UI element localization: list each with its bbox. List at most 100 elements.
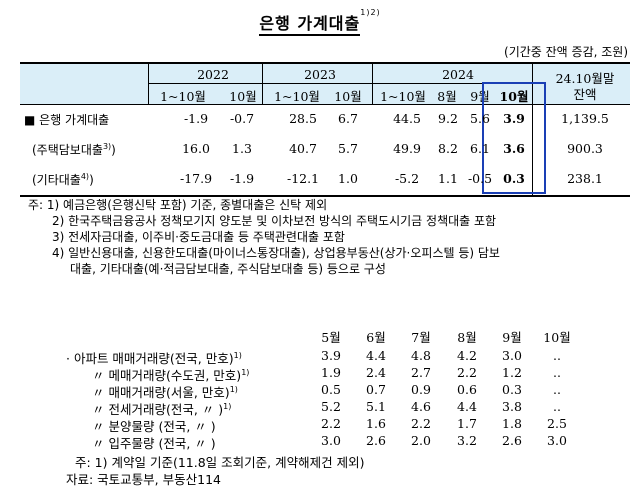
cell: 9.2 bbox=[438, 111, 458, 126]
cell: 4.4 bbox=[457, 399, 477, 414]
row-label-other: (기타대출4)) bbox=[32, 172, 94, 187]
sub-header: 9월 bbox=[470, 89, 490, 104]
cell: 0.7 bbox=[366, 382, 386, 397]
cell: 40.7 bbox=[289, 141, 317, 156]
cell: 1.9 bbox=[321, 365, 341, 380]
cell: 4.4 bbox=[366, 348, 386, 363]
cell: 238.1 bbox=[567, 171, 603, 186]
cell: .. bbox=[553, 382, 561, 397]
cell-highlight: 3.6 bbox=[503, 141, 525, 156]
unit-label: (기간중 잔액 증감, 조원) bbox=[504, 45, 628, 59]
title-footnote: 1)2) bbox=[360, 8, 381, 17]
cell: 2.4 bbox=[366, 365, 386, 380]
col-divider bbox=[532, 64, 533, 195]
cell: 3.9 bbox=[321, 348, 341, 363]
year-2022: 2022 bbox=[197, 67, 229, 82]
highlight-box bbox=[482, 82, 546, 194]
cell: 0.6 bbox=[457, 382, 477, 397]
row-label-mortgage: (주택담보대출3)) bbox=[32, 142, 116, 157]
cell: 3.8 bbox=[502, 399, 522, 414]
cell: 0.9 bbox=[411, 382, 431, 397]
cell: 0.3 bbox=[502, 382, 522, 397]
cell-highlight: 3.9 bbox=[503, 111, 525, 126]
col-divider bbox=[148, 64, 149, 104]
cell: -0.7 bbox=[229, 111, 255, 126]
cell: 1.2 bbox=[502, 365, 522, 380]
col-divider bbox=[372, 64, 373, 104]
cell: 1,139.5 bbox=[561, 111, 609, 126]
cell: -0.5 bbox=[467, 171, 493, 186]
month-header: 5월 bbox=[321, 330, 341, 345]
table-header-background bbox=[20, 64, 630, 105]
cell: 2.2 bbox=[411, 416, 431, 431]
cell: 900.3 bbox=[567, 141, 603, 156]
housing-row-label: 〃 입주물량 (전국, 〃 ) bbox=[92, 436, 216, 451]
housing-row-label: 〃 매매거래량(서울, 만호)1) bbox=[92, 384, 238, 400]
month-header: 8월 bbox=[457, 330, 477, 345]
last-col-header-2: 잔액 bbox=[573, 87, 597, 102]
month-header: 10월 bbox=[543, 330, 571, 345]
cell-highlight: 0.3 bbox=[503, 171, 525, 186]
cell: 2.5 bbox=[547, 416, 567, 431]
cell: 1.1 bbox=[438, 171, 458, 186]
footnote-4: 4) 일반신용대출, 신용한도대출(마이너스통장대출), 상업용부동산(상가·오… bbox=[52, 246, 500, 260]
cell: 2.0 bbox=[411, 433, 431, 448]
sub-header: 10월 bbox=[334, 89, 362, 104]
sub-header: 1~10월 bbox=[160, 89, 206, 104]
cell: 3.0 bbox=[321, 433, 341, 448]
cell: 4.6 bbox=[411, 399, 431, 414]
sub-header: 1~10월 bbox=[380, 89, 426, 104]
cell: 5.6 bbox=[470, 111, 490, 126]
cell: 6.1 bbox=[470, 141, 490, 156]
cell: -1.9 bbox=[183, 111, 209, 126]
cell: 49.9 bbox=[393, 141, 421, 156]
cell: 2.2 bbox=[321, 416, 341, 431]
cell: 8.2 bbox=[438, 141, 458, 156]
cell: 4.8 bbox=[411, 348, 431, 363]
housing-footnote: 주: 1) 계약일 기준(11.8일 조회기준, 계약해제건 제외) bbox=[75, 455, 365, 470]
cell: 3.0 bbox=[547, 433, 567, 448]
cell: 6.7 bbox=[338, 111, 358, 126]
housing-row-label: 〃 분양물량 (전국, 〃 ) bbox=[92, 419, 216, 434]
cell: 2.6 bbox=[366, 433, 386, 448]
year-2024: 2024 bbox=[442, 67, 474, 82]
footnote-1: 주: 1) 예금은행(은행신탁 포함) 기준, 종별대출은 신탁 제외 bbox=[28, 198, 328, 212]
cell: 16.0 bbox=[182, 141, 210, 156]
row-label-total: ■ 은행 가계대출 bbox=[24, 113, 110, 127]
housing-row-label: · 아파트 매매거래량(전국, 만호)1) bbox=[66, 350, 242, 366]
last-col-header-1: 24.10월말 bbox=[555, 71, 615, 86]
cell: -12.1 bbox=[286, 171, 320, 186]
sub-header: 8월 bbox=[437, 89, 457, 104]
cell: 1.0 bbox=[338, 171, 358, 186]
cell: 3.2 bbox=[457, 433, 477, 448]
year-2023: 2023 bbox=[304, 67, 336, 82]
cell: 5.7 bbox=[338, 141, 358, 156]
month-header: 6월 bbox=[366, 330, 386, 345]
cell: 2.6 bbox=[502, 433, 522, 448]
cell: 1.8 bbox=[502, 416, 522, 431]
cell: .. bbox=[553, 365, 561, 380]
footnote-2: 2) 한국주택금융공사 정책모기지 양도분 및 이차보전 방식의 주택도시기금 … bbox=[52, 214, 497, 228]
housing-row-label: 〃 메매거래량(수도권, 만호)1) bbox=[92, 367, 250, 383]
source-label: 자료: 국토교통부, 부동산114 bbox=[66, 472, 221, 487]
footnote-3: 3) 전세자금대출, 이주비·중도금대출 등 주택관련대출 포함 bbox=[52, 230, 345, 244]
title-text: 은행 가계대출 bbox=[259, 14, 361, 33]
col-divider bbox=[262, 64, 263, 104]
cell: 1.6 bbox=[366, 416, 386, 431]
sub-header: 10월 bbox=[229, 89, 257, 104]
cell: .. bbox=[553, 348, 561, 363]
cell: -5.2 bbox=[394, 171, 420, 186]
cell: -17.9 bbox=[179, 171, 213, 186]
month-header: 7월 bbox=[411, 330, 431, 345]
loan-table: 2022 2023 2024 24.10월말 잔액 1~10월 10월 1~10… bbox=[20, 62, 630, 197]
cell: 3.0 bbox=[502, 348, 522, 363]
cell: 5.2 bbox=[321, 399, 341, 414]
cell: -1.9 bbox=[229, 171, 255, 186]
sub-header: 1~10월 bbox=[274, 89, 320, 104]
cell: 2.2 bbox=[457, 365, 477, 380]
cell: 2.7 bbox=[411, 365, 431, 380]
cell: 28.5 bbox=[289, 111, 317, 126]
housing-row-label: 〃 전세거래량(전국, 〃 )1) bbox=[92, 401, 232, 417]
footnote-4-cont: 대출, 기타대출(예·적금담보대출, 주식담보대출 등) 등으로 구성 bbox=[70, 262, 386, 276]
cell: 1.3 bbox=[232, 141, 252, 156]
